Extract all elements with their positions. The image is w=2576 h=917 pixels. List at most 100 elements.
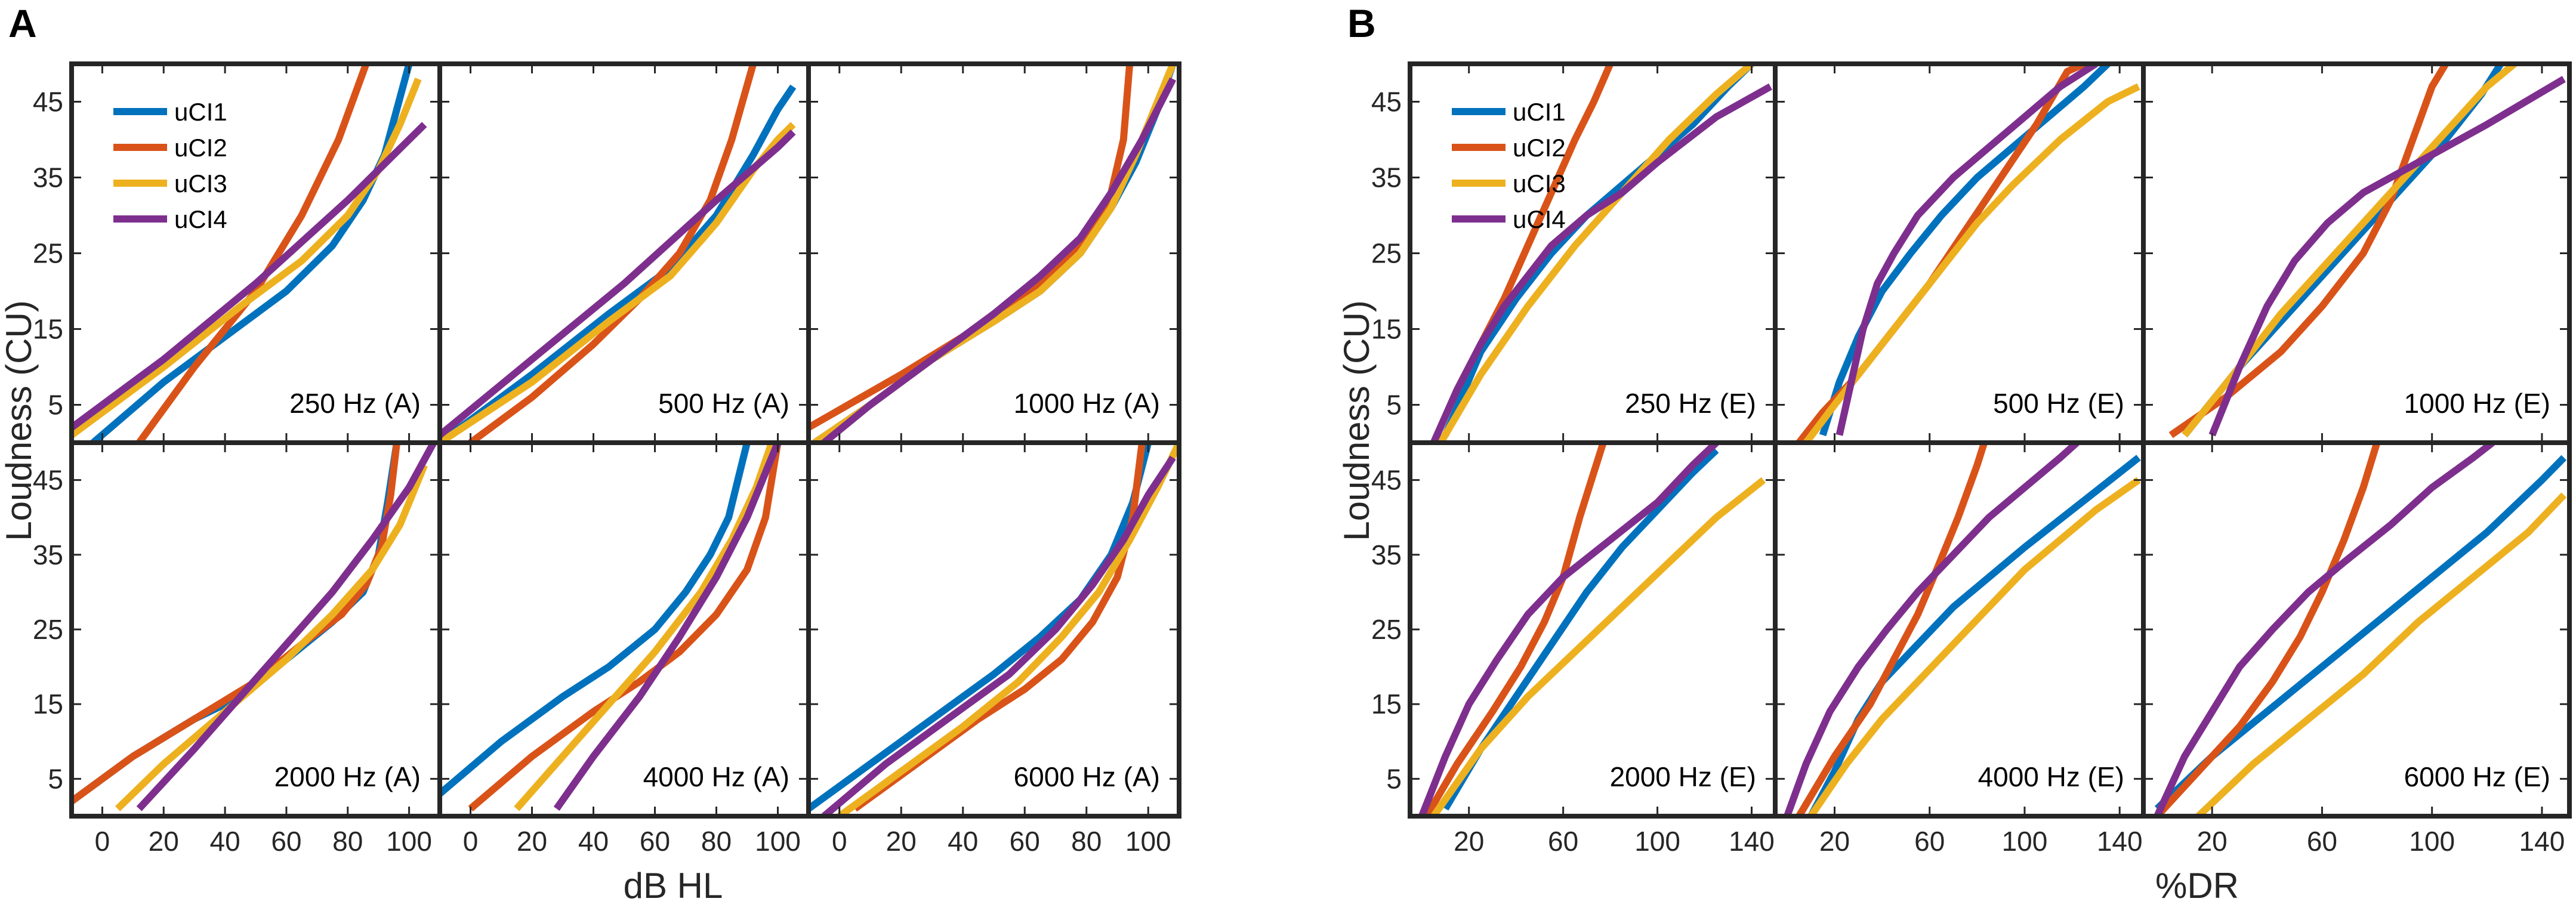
series-line-uci1: [2154, 455, 2567, 811]
x-tick-label: 140: [2097, 826, 2143, 857]
legend-label-uci2: uCI2: [174, 134, 227, 162]
series-line-uci1: [809, 443, 1152, 812]
subplot-frequency-label: 6000 Hz (A): [1014, 761, 1160, 792]
series-line-uci4: [440, 129, 796, 438]
x-tick-label: 100: [755, 826, 801, 857]
x-tick-label: 140: [2519, 826, 2565, 857]
x-axis-label-A: dB HL: [624, 866, 723, 906]
y-tick-label: 45: [1371, 87, 1402, 118]
y-tick-label: 35: [33, 162, 63, 193]
series-line-uci4: [822, 455, 1176, 816]
series-line-uci3: [1807, 477, 2141, 816]
panel-B: B Loudness (CU) %DR 5 15 25 35 45 250 Hz (E) u…: [1337, 1, 2572, 906]
y-tick-label: 15: [1371, 314, 1402, 345]
series-line-uci4: [1835, 64, 2098, 436]
series-line-uci1: [1819, 64, 2111, 437]
subplot-frequency-label: 4000 Hz (A): [643, 761, 789, 792]
x-tick-label: 60: [271, 826, 301, 857]
series-line-uci3: [440, 122, 796, 443]
series-line-uci2: [2168, 64, 2449, 439]
x-tick-label: 80: [1071, 826, 1102, 857]
y-axis-label-A: Loudness (CU): [0, 300, 39, 541]
legend-label-uci3: uCI3: [174, 169, 227, 197]
y-tick-label: 45: [1371, 465, 1402, 496]
x-tick-label: 100: [1125, 826, 1171, 857]
subplot-frequency-label: 500 Hz (A): [658, 388, 789, 419]
series-line-uci4: [2154, 443, 2495, 816]
series-line-uci2: [468, 443, 782, 812]
y-tick-label: 5: [48, 390, 63, 421]
panel-A: A Loudness (CU) dB HL 5 15 25 35 45 250 Hz (A…: [0, 1, 1181, 906]
series-line-uci3: [2182, 64, 2517, 438]
x-tick-label: 60: [1548, 826, 1578, 857]
subplot-0-1: 500 Hz (A): [437, 61, 811, 445]
x-tick-label: 140: [1729, 826, 1775, 857]
x-tick-label: 100: [386, 826, 432, 857]
figure-label-B: B: [1347, 1, 1376, 45]
legend-label-uci4: uCI4: [1513, 205, 1566, 233]
x-tick-label: 80: [701, 826, 732, 857]
series-line-uci3: [812, 64, 1177, 443]
series-line-uci4: [2208, 76, 2566, 437]
series-line-uci1: [72, 443, 400, 804]
x-tick-label: 0: [832, 826, 847, 857]
subplot-1-2: 1000 Hz (E): [2141, 61, 2572, 445]
y-tick-label: 35: [33, 539, 63, 570]
y-tick-label: 5: [1386, 390, 1402, 421]
x-tick-label: 20: [1454, 826, 1484, 857]
x-tick-label: 20: [149, 826, 179, 857]
y-axis-label-B: Loudness (CU): [1337, 300, 1377, 541]
series-line-uci1: [440, 84, 797, 443]
series-line-uci4: [1430, 83, 1773, 443]
x-tick-label: 100: [1634, 826, 1680, 857]
x-tick-label: 40: [578, 826, 609, 857]
series-line-uci3: [72, 78, 422, 439]
y-tick-label: 25: [33, 614, 63, 645]
series-line-uci4: [1418, 443, 1719, 816]
y-tick-label: 35: [1371, 162, 1402, 193]
legend-label-uci1: uCI1: [1513, 98, 1566, 126]
x-tick-label: 100: [2002, 826, 2048, 857]
subplot-frequency-label: 4000 Hz (E): [1978, 761, 2124, 792]
subplot-frequency-label: 500 Hz (E): [1993, 388, 2124, 419]
y-tick-label: 45: [33, 87, 63, 118]
series-line-uci2: [136, 64, 370, 443]
subplot-0-5: 0 20 40 60 80 100 6000 Hz (A): [806, 440, 1181, 857]
series-line-uci2: [1796, 443, 1988, 816]
series-line-uci4: [136, 443, 437, 811]
x-tick-label: 100: [2409, 826, 2455, 857]
subplot-0-0: 5 15 25 35 45 250 Hz (A) uCI1 uCI2 uCI3 uCI4: [33, 61, 442, 445]
subplot-frequency-label: 250 Hz (E): [1625, 388, 1756, 419]
series-line-uci3: [2195, 492, 2567, 816]
x-tick-label: 0: [95, 826, 110, 857]
subplot-1-0: 5 15 25 35 45 250 Hz (E) uCI1 uCI2 uCI3 uCI4: [1371, 61, 1778, 445]
series-line-uci3: [1437, 64, 1754, 443]
series-line-uci4: [822, 77, 1177, 443]
legend-label-uci4: uCI4: [174, 205, 227, 233]
x-tick-label: 60: [2307, 826, 2337, 857]
axes-frame: [806, 440, 1181, 819]
series-line-uci4: [553, 443, 782, 811]
series-line-uci2: [1423, 443, 1607, 816]
x-tick-label: 80: [332, 826, 363, 857]
subplot-0-4: 0 20 40 60 80 100 4000 Hz (A): [437, 440, 811, 857]
x-tick-label: 20: [886, 826, 917, 857]
series-line-uci4: [72, 122, 427, 431]
x-tick-label: 60: [640, 826, 670, 857]
legend-label-uci3: uCI3: [1513, 169, 1566, 197]
series-line-uci1: [1442, 64, 1754, 437]
legend: uCI1 uCI2 uCI3 uCI4: [113, 98, 227, 233]
subplot-frequency-label: 6000 Hz (E): [2404, 761, 2550, 792]
series-line-uci2: [2154, 443, 2381, 816]
y-tick-label: 15: [33, 688, 63, 720]
series-line-uci3: [837, 443, 1179, 816]
series-line-uci4: [1784, 443, 2080, 816]
series-line-uci3: [1430, 477, 1766, 816]
y-tick-label: 45: [33, 465, 63, 496]
series-line-uci2: [468, 64, 757, 443]
x-tick-label: 40: [209, 826, 240, 857]
y-tick-label: 25: [1371, 614, 1402, 645]
series-line-uci2: [72, 443, 400, 804]
y-tick-label: 15: [1371, 688, 1402, 720]
y-tick-label: 25: [33, 238, 63, 269]
